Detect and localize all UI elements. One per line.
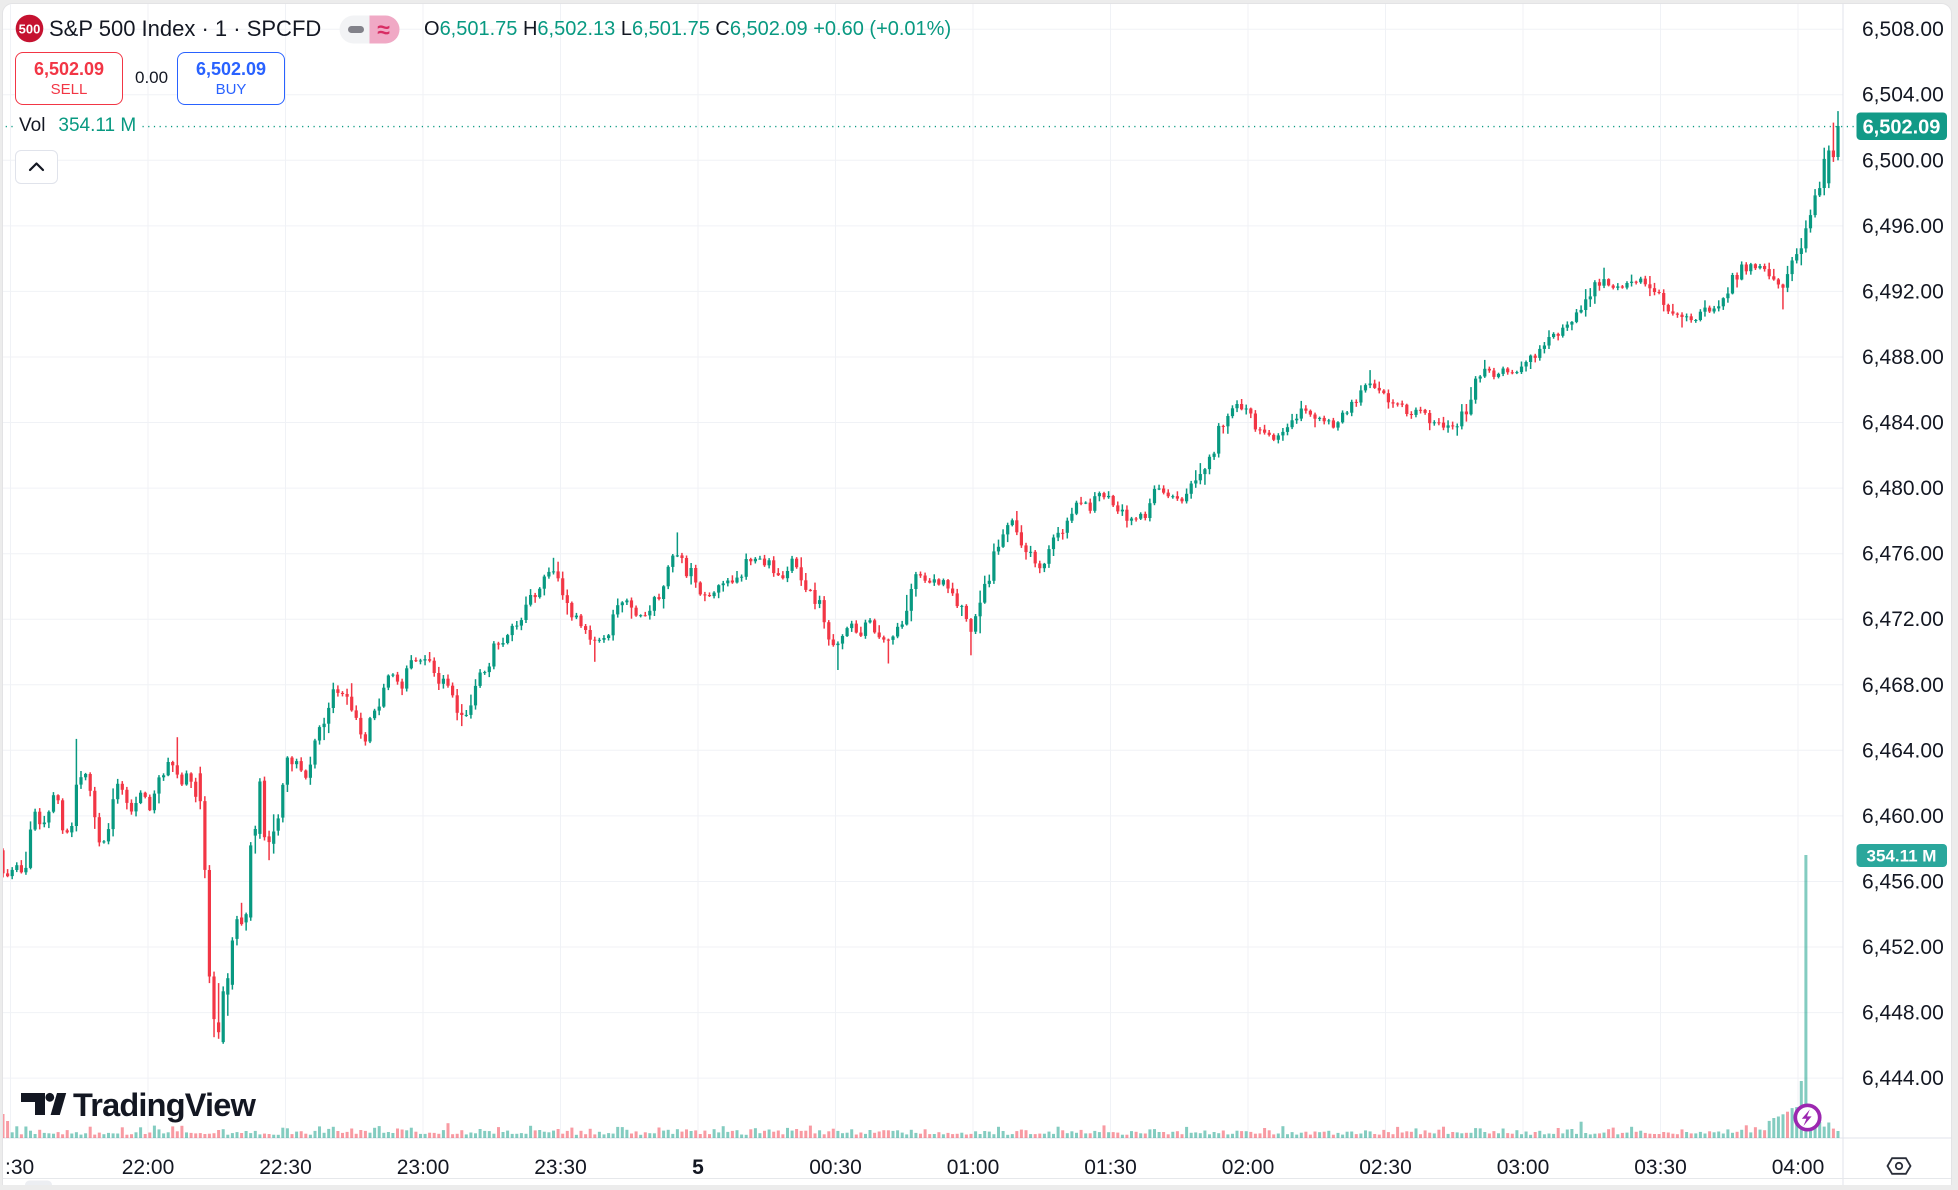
svg-text:00:30: 00:30 — [809, 1156, 862, 1179]
svg-text:22:30: 22:30 — [259, 1156, 312, 1179]
svg-text:6,444.00: 6,444.00 — [1862, 1067, 1944, 1090]
svg-text:22:00: 22:00 — [122, 1156, 175, 1179]
svg-text:354.11 M: 354.11 M — [1867, 847, 1937, 866]
svg-text:6,472.00: 6,472.00 — [1862, 608, 1944, 631]
svg-text:6,476.00: 6,476.00 — [1862, 543, 1944, 566]
svg-text:500: 500 — [19, 22, 41, 37]
svg-text:6,492.00: 6,492.00 — [1862, 280, 1944, 303]
svg-text:23:00: 23:00 — [397, 1156, 450, 1179]
svg-text:01:30: 01:30 — [1084, 1156, 1137, 1179]
svg-text:6,502.09: 6,502.09 — [1863, 117, 1941, 139]
svg-text:6,488.00: 6,488.00 — [1862, 346, 1944, 369]
svg-text:6,496.00: 6,496.00 — [1862, 215, 1944, 238]
svg-text:5: 5 — [692, 1156, 704, 1179]
svg-text:6,480.00: 6,480.00 — [1862, 477, 1944, 500]
svg-text:6,448.00: 6,448.00 — [1862, 1002, 1944, 1025]
svg-text:02:00: 02:00 — [1222, 1156, 1275, 1179]
svg-text:01:00: 01:00 — [947, 1156, 1000, 1179]
svg-text:6,504.00: 6,504.00 — [1862, 84, 1944, 107]
svg-text:6,508.00: 6,508.00 — [1862, 18, 1944, 41]
svg-text:6,452.00: 6,452.00 — [1862, 936, 1944, 959]
svg-text:≈: ≈ — [377, 17, 390, 43]
svg-text:6,456.00: 6,456.00 — [1862, 871, 1944, 894]
svg-text:02:30: 02:30 — [1359, 1156, 1412, 1179]
svg-text:6,500.00: 6,500.00 — [1862, 149, 1944, 172]
svg-text:6,460.00: 6,460.00 — [1862, 805, 1944, 828]
svg-text:03:00: 03:00 — [1497, 1156, 1550, 1179]
svg-text:03:30: 03:30 — [1634, 1156, 1687, 1179]
svg-text:04:00: 04:00 — [1772, 1156, 1825, 1179]
svg-text:6,468.00: 6,468.00 — [1862, 674, 1944, 697]
svg-text:6,484.00: 6,484.00 — [1862, 412, 1944, 435]
svg-text:23:30: 23:30 — [534, 1156, 587, 1179]
svg-text::30: :30 — [5, 1156, 34, 1179]
svg-text:TradingView: TradingView — [73, 1087, 257, 1123]
svg-text:6,464.00: 6,464.00 — [1862, 739, 1944, 762]
